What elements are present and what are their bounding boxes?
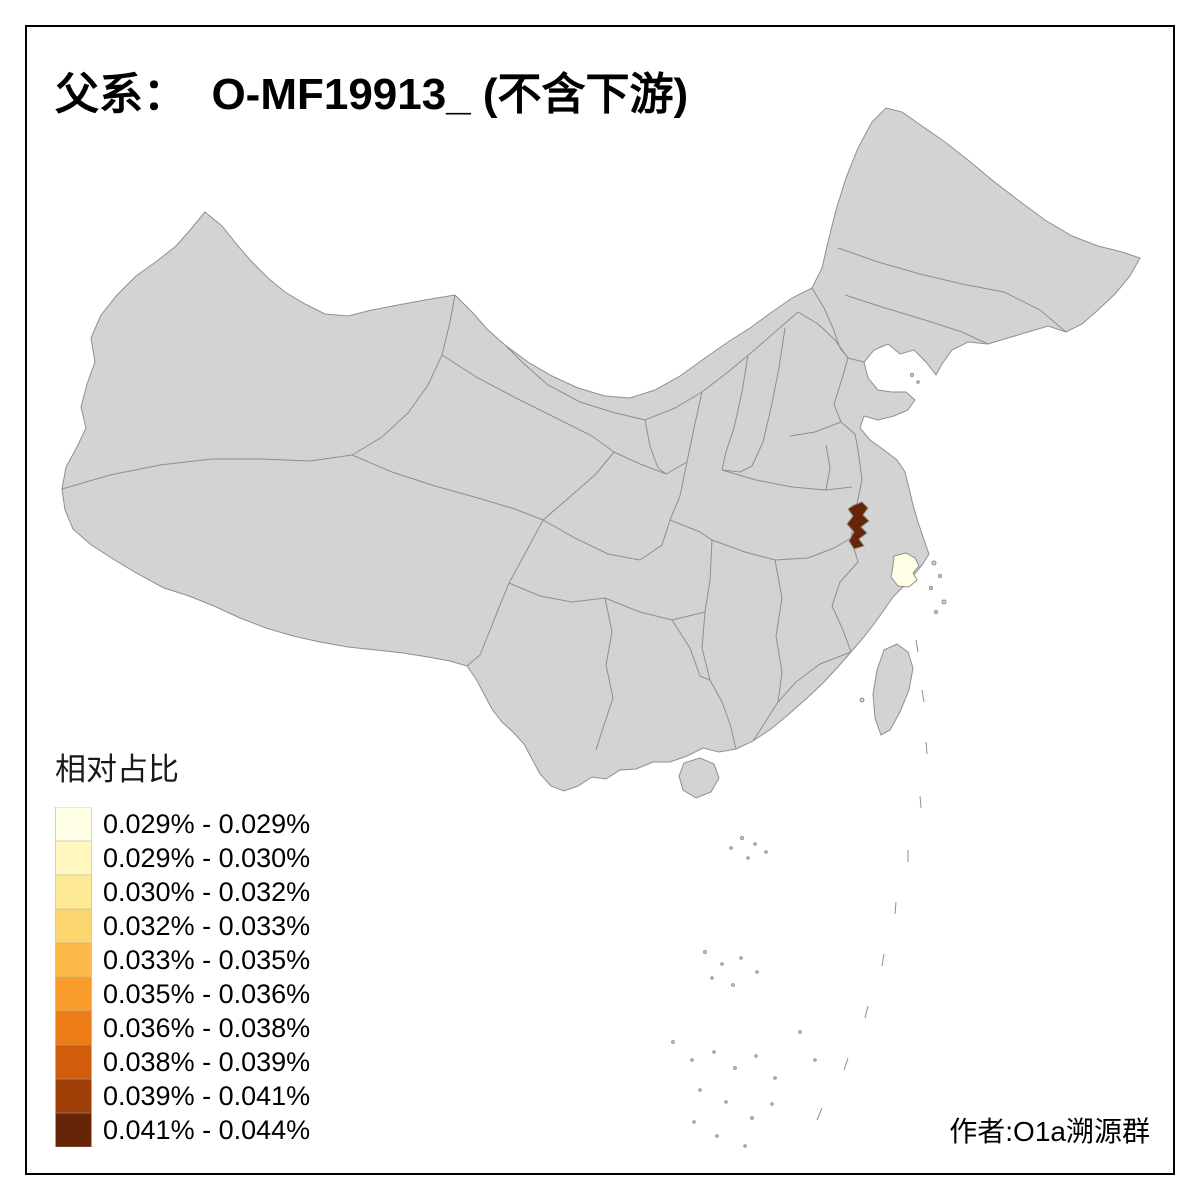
legend-swatch bbox=[55, 841, 92, 875]
legend-swatch bbox=[55, 875, 92, 909]
legend-label: 0.030% - 0.032% bbox=[103, 876, 311, 907]
legend-item: 0.030% - 0.032% bbox=[55, 875, 310, 909]
legend-swatch bbox=[55, 1079, 92, 1113]
author-credit: 作者:O1a溯源群 bbox=[949, 1116, 1150, 1147]
province-borders bbox=[61, 247, 1067, 751]
taiwan-island bbox=[872, 643, 914, 736]
legend-swatch bbox=[55, 1113, 92, 1147]
legend-item: 0.039% - 0.041% bbox=[55, 1079, 310, 1113]
legend-label: 0.035% - 0.036% bbox=[103, 978, 311, 1009]
map-stroke-group bbox=[61, 107, 1141, 1148]
coastal-islands bbox=[859, 372, 947, 703]
legend-swatch bbox=[55, 909, 92, 943]
legend-label: 0.029% - 0.030% bbox=[103, 842, 311, 873]
legend-swatch bbox=[55, 977, 92, 1011]
legend-item: 0.033% - 0.035% bbox=[55, 943, 310, 977]
legend-swatch bbox=[55, 1011, 92, 1045]
legend-label: 0.036% - 0.038% bbox=[103, 1012, 311, 1043]
legend: 相对占比 0.029% - 0.029% 0.029% - 0.030% 0.0… bbox=[55, 744, 310, 1147]
legend-label: 0.039% - 0.041% bbox=[103, 1080, 311, 1111]
legend-item: 0.032% - 0.033% bbox=[55, 909, 310, 943]
highlight-region-light bbox=[890, 552, 920, 588]
legend-item: 0.038% - 0.039% bbox=[55, 1045, 310, 1079]
legend-item: 0.029% - 0.029% bbox=[55, 807, 310, 841]
legend-label: 0.029% - 0.029% bbox=[103, 808, 311, 839]
mainland-outline bbox=[61, 107, 1141, 792]
legend-item: 0.041% - 0.044% bbox=[55, 1113, 310, 1147]
legend-item: 0.029% - 0.030% bbox=[55, 841, 310, 875]
legend-item: 0.036% - 0.038% bbox=[55, 1011, 310, 1045]
legend-item: 0.035% - 0.036% bbox=[55, 977, 310, 1011]
legend-label: 0.041% - 0.044% bbox=[103, 1114, 311, 1145]
map-fill-group bbox=[61, 107, 1141, 1148]
highlight-region-dark bbox=[846, 501, 870, 550]
legend-label: 0.032% - 0.033% bbox=[103, 910, 311, 941]
legend-label: 0.038% - 0.039% bbox=[103, 1046, 311, 1077]
legend-swatch bbox=[55, 807, 92, 841]
legend-label: 0.033% - 0.035% bbox=[103, 944, 311, 975]
legend-title: 相对占比 bbox=[55, 752, 179, 787]
legend-swatch bbox=[55, 943, 92, 977]
figure-title: 父系： O-MF19913_ (不含下游) bbox=[55, 70, 689, 119]
south-china-sea-islands bbox=[671, 639, 928, 1148]
legend-swatch bbox=[55, 1045, 92, 1079]
hainan-island bbox=[678, 757, 720, 799]
